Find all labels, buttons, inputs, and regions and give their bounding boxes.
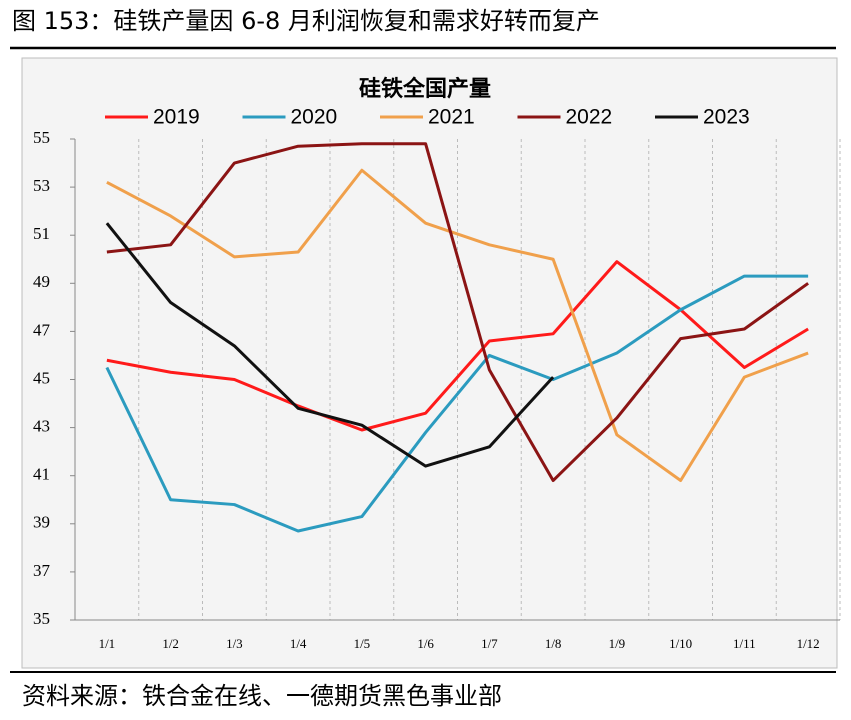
legend-label: 2020 xyxy=(291,106,338,129)
legend-label: 2022 xyxy=(566,106,613,129)
y-tick-label: 45 xyxy=(33,368,50,387)
x-tick-label: 1/2 xyxy=(162,636,179,651)
y-tick-label: 39 xyxy=(33,513,50,532)
x-tick-label: 1/6 xyxy=(417,636,434,651)
x-tick-label: 1/11 xyxy=(733,636,756,651)
series-line xyxy=(105,222,555,468)
x-tick-label: 1/3 xyxy=(226,636,243,651)
y-tick-label: 55 xyxy=(33,128,50,147)
legend-label: 2021 xyxy=(428,106,475,129)
legend-label: 2019 xyxy=(153,106,200,129)
x-tick-label: 1/8 xyxy=(545,636,562,651)
series-line xyxy=(106,260,809,432)
series-line xyxy=(106,168,809,483)
y-tick-label: 49 xyxy=(33,272,50,291)
y-tick-label: 53 xyxy=(33,176,50,195)
x-tick-label: 1/7 xyxy=(481,636,498,651)
y-tick-label: 51 xyxy=(33,224,50,243)
x-tick-label: 1/4 xyxy=(290,636,307,651)
x-tick-label: 1/1 xyxy=(99,636,116,651)
x-tick-label: 1/12 xyxy=(797,636,820,651)
x-tick-label: 1/9 xyxy=(609,636,626,651)
series-line xyxy=(106,142,809,483)
y-tick-label: 37 xyxy=(33,561,51,580)
x-tick-label: 1/10 xyxy=(669,636,692,651)
y-tick-label: 35 xyxy=(33,609,50,628)
x-tick-label: 1/5 xyxy=(354,636,371,651)
chart-title: 硅铁全国产量 xyxy=(359,76,491,102)
y-tick-label: 47 xyxy=(33,320,51,339)
chart-area xyxy=(21,57,838,669)
source: 资料来源：铁合金在线、一德期货黑色事业部 xyxy=(22,682,502,710)
y-tick-label: 41 xyxy=(33,465,50,484)
y-tick-label: 43 xyxy=(33,417,50,436)
legend-label: 2023 xyxy=(703,106,750,129)
header: 图 153：硅铁产量因 6-8 月利润恢复和需求好转而复产 xyxy=(12,7,600,35)
series-line xyxy=(105,274,809,533)
